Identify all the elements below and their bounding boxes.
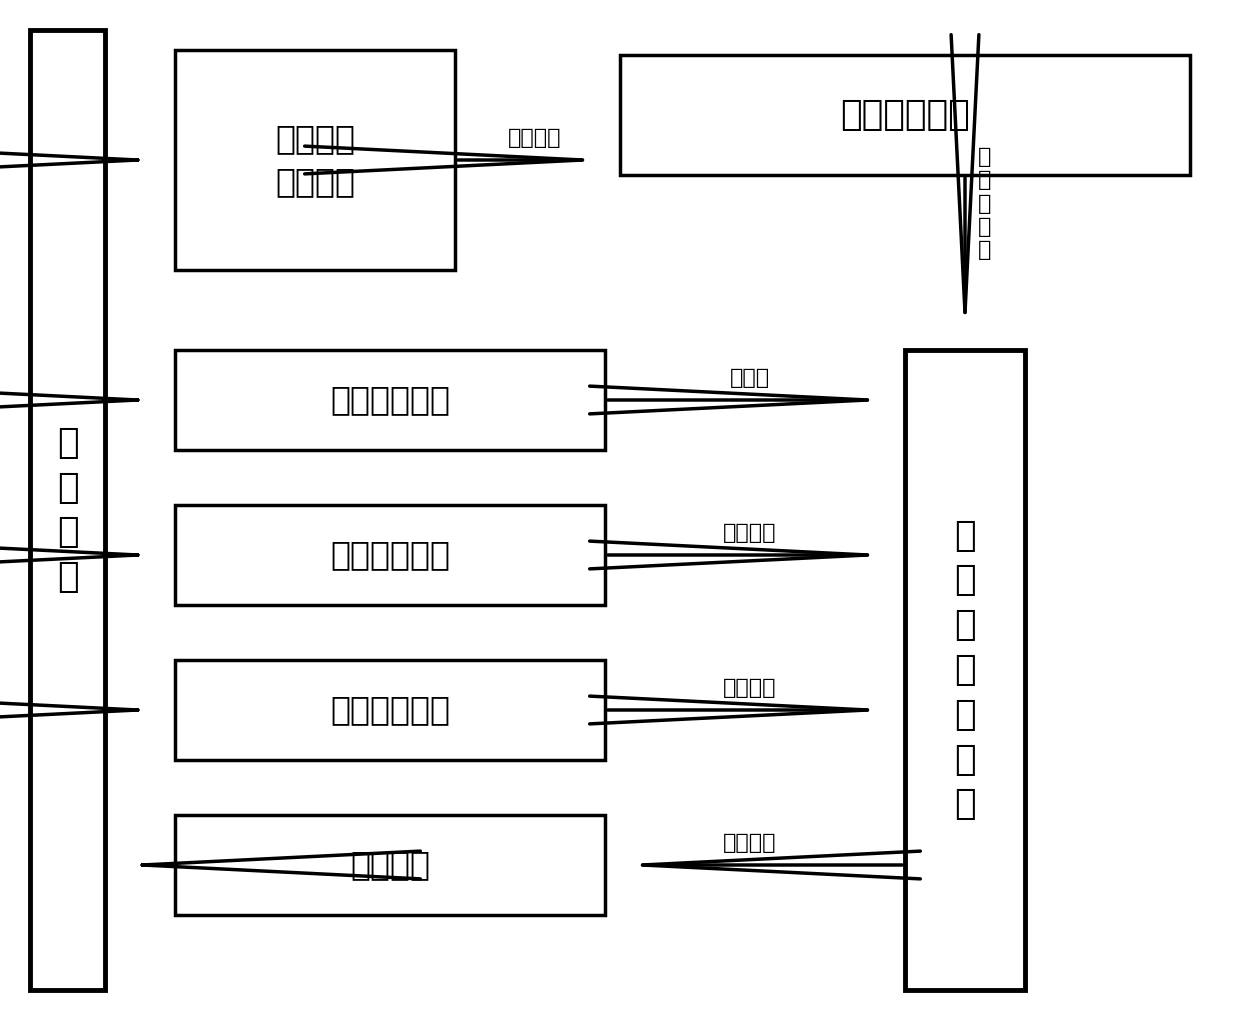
Text: 夹紧力: 夹紧力 [730, 368, 770, 388]
Text: 压力控制单元: 压力控制单元 [330, 384, 450, 417]
Text: 校正回路单元: 校正回路单元 [330, 694, 450, 727]
Text: 环境温度: 环境温度 [723, 523, 776, 543]
Bar [175, 505, 605, 605]
Bar [905, 350, 1025, 990]
Bar [175, 814, 605, 914]
Text: 驱动电路单元: 驱动电路单元 [841, 98, 970, 132]
Text: 边沿触发
电路单元: 边沿触发 电路单元 [275, 122, 355, 198]
Text: 显示单元: 显示单元 [350, 849, 430, 882]
Bar [175, 49, 455, 270]
Bar [175, 350, 605, 450]
Bar [620, 55, 1190, 175]
Bar [175, 660, 605, 760]
Text: 双
脉
冲
信
号: 双 脉 冲 信 号 [978, 147, 991, 260]
Text: 加热电路单元: 加热电路单元 [330, 538, 450, 571]
Text: 被测信号: 被测信号 [723, 833, 776, 853]
Bar [30, 30, 105, 990]
Text: 双
脉
冲
回
路
单
元: 双 脉 冲 回 路 单 元 [955, 519, 976, 822]
Text: 主
控
单
元: 主 控 单 元 [57, 426, 78, 594]
Text: 校正模式: 校正模式 [723, 678, 776, 698]
Text: 触发信号: 触发信号 [508, 128, 562, 148]
